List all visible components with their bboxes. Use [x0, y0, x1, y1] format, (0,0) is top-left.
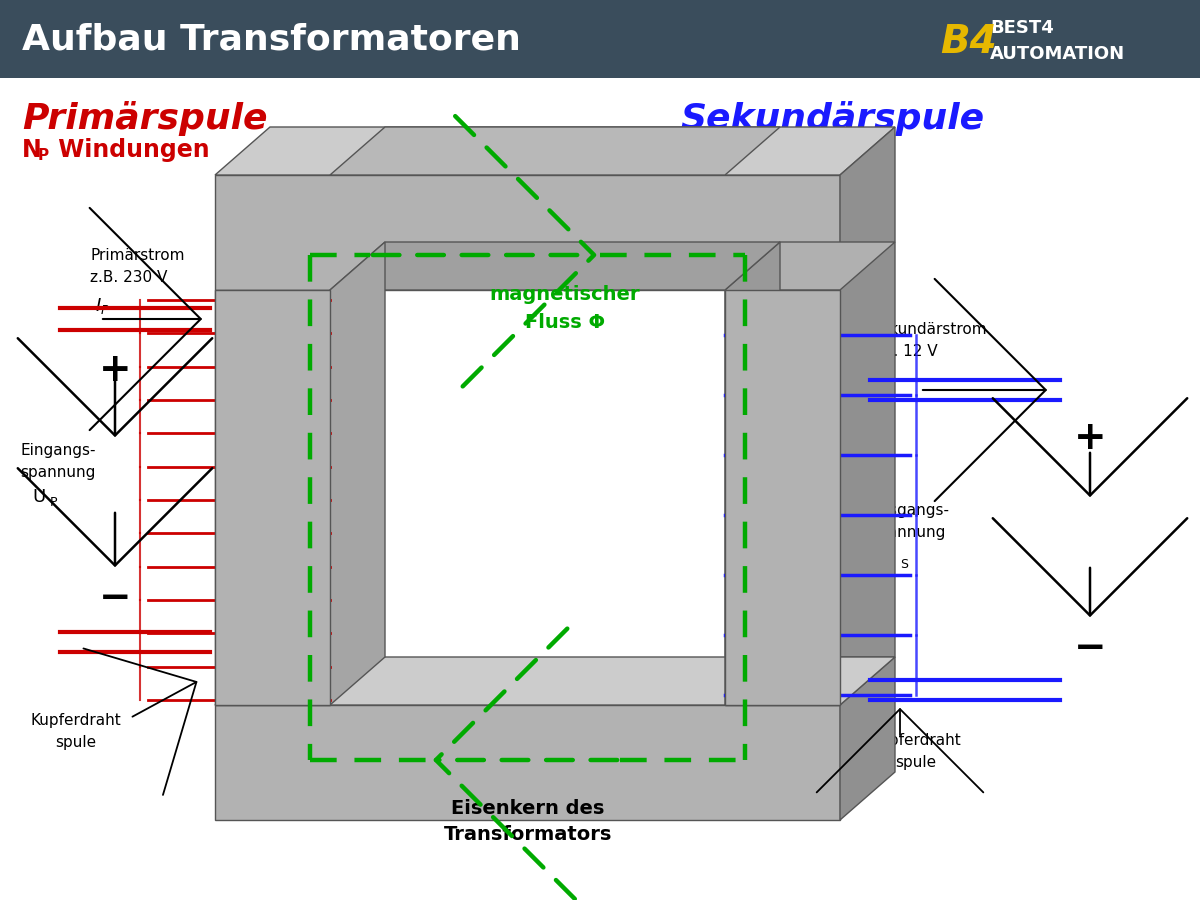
Text: Kupferdraht: Kupferdraht	[870, 733, 961, 748]
Text: spannung: spannung	[870, 525, 946, 539]
Text: $I_P$: $I_P$	[95, 296, 110, 316]
Text: Aufbau Transformatoren: Aufbau Transformatoren	[22, 22, 521, 56]
Polygon shape	[725, 242, 780, 705]
Text: spule: spule	[55, 734, 96, 750]
Polygon shape	[215, 127, 895, 175]
Text: z.B. 230 V: z.B. 230 V	[90, 269, 167, 284]
Polygon shape	[330, 127, 780, 175]
Text: +: +	[98, 351, 131, 389]
Text: Primärspule: Primärspule	[22, 101, 268, 136]
Polygon shape	[215, 705, 840, 820]
Text: z.B. 12 V: z.B. 12 V	[870, 345, 937, 359]
Text: Kupferdraht: Kupferdraht	[30, 713, 121, 727]
Text: N: N	[680, 138, 700, 162]
Text: −: −	[98, 579, 131, 617]
Text: N: N	[22, 138, 42, 162]
Text: U: U	[32, 488, 46, 506]
Polygon shape	[215, 290, 330, 705]
Text: P: P	[50, 497, 58, 509]
Text: Primärstrom: Primärstrom	[90, 248, 185, 263]
Text: P: P	[38, 148, 49, 164]
Text: Eingangs-: Eingangs-	[20, 443, 96, 457]
Polygon shape	[725, 657, 895, 705]
Polygon shape	[215, 657, 895, 705]
Text: spule: spule	[895, 754, 936, 770]
Polygon shape	[215, 290, 330, 705]
Bar	[0, 0, 1200, 78]
Text: S: S	[900, 557, 908, 571]
Text: BEST4: BEST4	[990, 19, 1054, 37]
Text: −: −	[1074, 629, 1106, 667]
Text: U: U	[882, 549, 895, 567]
Polygon shape	[330, 242, 385, 705]
Text: S: S	[698, 148, 709, 164]
Text: Sekundärspule: Sekundärspule	[680, 101, 984, 136]
Polygon shape	[725, 290, 840, 705]
Text: B4: B4	[940, 23, 997, 61]
Polygon shape	[725, 242, 895, 290]
Text: Ausgangs-: Ausgangs-	[870, 502, 950, 518]
Text: spannung: spannung	[20, 464, 95, 480]
Polygon shape	[215, 175, 840, 290]
Text: Eisenkern des: Eisenkern des	[451, 798, 605, 817]
Polygon shape	[840, 127, 895, 820]
Text: AUTOMATION: AUTOMATION	[990, 45, 1126, 63]
Polygon shape	[330, 242, 780, 290]
Text: Windungen: Windungen	[710, 138, 870, 162]
Text: Sekundärstrom: Sekundärstrom	[870, 322, 986, 338]
Text: +: +	[1074, 419, 1106, 457]
Text: Fluss Φ: Fluss Φ	[524, 312, 605, 331]
Text: $I_S$: $I_S$	[872, 365, 887, 385]
Text: Transformators: Transformators	[444, 825, 612, 844]
Text: Windungen: Windungen	[50, 138, 210, 162]
Polygon shape	[725, 290, 840, 705]
Text: magnetischer: magnetischer	[490, 285, 641, 304]
